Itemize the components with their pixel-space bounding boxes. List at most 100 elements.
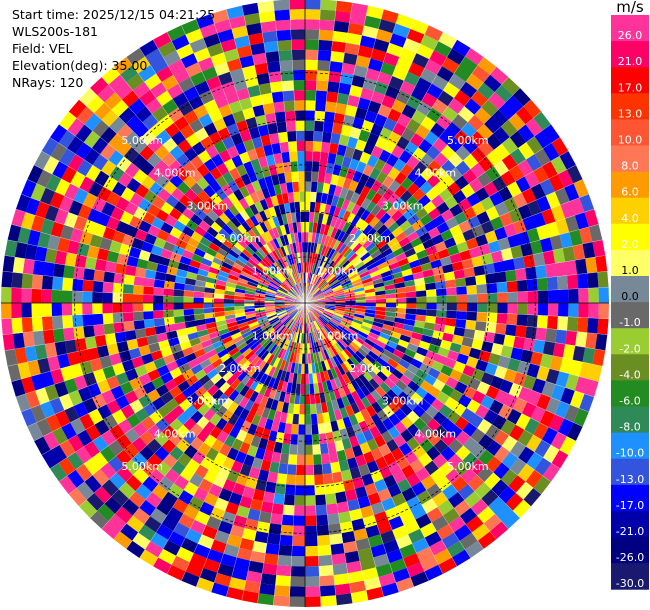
ppi-ray	[11, 303, 305, 397]
ppi-gate	[92, 435, 109, 452]
ppi-gate	[199, 90, 215, 105]
ppi-gate	[436, 201, 450, 215]
ppi-gate	[78, 204, 93, 220]
ppi-gate	[462, 452, 479, 468]
ppi-gate	[423, 275, 436, 284]
ppi-gate	[312, 309, 471, 446]
ppi-gate	[226, 5, 276, 166]
ray-separator	[304, 19, 415, 304]
ppi-gate	[385, 288, 396, 295]
ppi-gate	[525, 326, 537, 340]
ppi-gate	[135, 483, 152, 500]
range-ring-label: 5.00km	[447, 460, 489, 473]
ppi-gate	[138, 249, 151, 261]
ppi-gate	[256, 315, 268, 322]
ppi-gate	[84, 113, 102, 131]
ppi-gate	[190, 182, 244, 239]
ppi-gate	[356, 363, 489, 516]
ppi-ray	[257, 303, 305, 606]
ppi-gate	[220, 38, 237, 53]
ppi-gate	[75, 416, 156, 482]
ppi-gate	[282, 161, 292, 173]
ppi-gate	[163, 295, 174, 303]
ppi-gate	[54, 381, 69, 398]
ppi-gate	[574, 376, 599, 397]
colorbar-tick-label: 26.0	[618, 29, 643, 42]
ppi-gate	[1, 303, 12, 319]
ppi-gate	[341, 395, 359, 426]
ppi-gate	[332, 430, 353, 482]
ppi-gate	[498, 404, 513, 420]
ppi-gate	[194, 225, 273, 281]
ppi-gate	[375, 385, 387, 398]
ppi-gate	[375, 303, 387, 308]
ray-separator	[304, 2, 353, 304]
ppi-gate	[101, 408, 216, 540]
ppi-gate	[326, 225, 335, 237]
ppi-gate	[305, 130, 314, 142]
ppi-gate	[101, 201, 152, 233]
ppi-gate	[407, 159, 534, 243]
ppi-gate	[222, 310, 299, 410]
ppi-gate	[436, 391, 450, 405]
ppi-ray	[2, 303, 305, 351]
ppi-gate	[352, 338, 363, 348]
ray-separator	[272, 302, 306, 606]
ppi-gate	[174, 116, 223, 180]
ppi-gate	[92, 393, 107, 409]
ppi-gate	[305, 59, 318, 283]
ppi-gate	[312, 309, 524, 511]
ppi-gate	[194, 279, 206, 288]
ppi-gate	[106, 191, 270, 285]
ppi-gate	[275, 323, 304, 587]
ppi-gate	[199, 501, 215, 516]
ppi-gate	[360, 324, 372, 332]
ppi-gate	[260, 362, 270, 374]
ppi-gate	[236, 281, 257, 290]
ppi-gate	[44, 248, 58, 264]
ppi-gate	[324, 391, 376, 571]
ppi-gate	[278, 494, 295, 556]
ppi-ray	[139, 39, 305, 303]
ray-separator	[11, 224, 306, 304]
ppi-gate	[356, 232, 366, 243]
ppi-gate	[396, 456, 454, 540]
ppi-gate	[186, 219, 199, 232]
ppi-ray	[305, 137, 569, 303]
colorbar-tick-label: -13.0	[616, 473, 644, 486]
ray-separator	[304, 76, 509, 304]
ppi-gate	[346, 382, 356, 394]
ppi-gate	[277, 247, 285, 258]
colorbar-bin	[611, 510, 649, 538]
ppi-gate	[226, 145, 277, 240]
ppi-gate	[223, 303, 235, 308]
range-ring-label: 1.00km	[252, 330, 294, 343]
ppi-gate	[350, 402, 361, 415]
ppi-gate	[456, 311, 467, 320]
ppi-gate	[289, 9, 305, 192]
ppi-gate	[356, 333, 551, 458]
ppi-ray	[305, 303, 560, 482]
ppi-gate	[72, 278, 84, 292]
ppi-gate	[332, 315, 342, 322]
ppi-gate	[497, 355, 531, 375]
ppi-gate	[300, 303, 305, 395]
ppi-gate	[319, 316, 388, 382]
ppi-gate	[11, 303, 174, 319]
ppi-gate	[279, 359, 287, 371]
ppi-gate	[456, 241, 469, 253]
ppi-gate	[486, 312, 548, 329]
ppi-gate	[381, 430, 449, 532]
ppi-gate	[90, 510, 109, 529]
ppi-gate	[309, 393, 316, 405]
ppi-gate	[311, 177, 353, 285]
ppi-gate	[367, 534, 393, 578]
ppi-gate	[156, 66, 229, 176]
ppi-gate	[63, 265, 75, 279]
ppi-gate	[25, 197, 192, 266]
ppi-gate	[517, 204, 532, 220]
ppi-gate	[194, 369, 207, 381]
ray-separator	[58, 302, 306, 482]
ppi-gate	[327, 322, 337, 331]
ppi-gate	[399, 374, 445, 412]
